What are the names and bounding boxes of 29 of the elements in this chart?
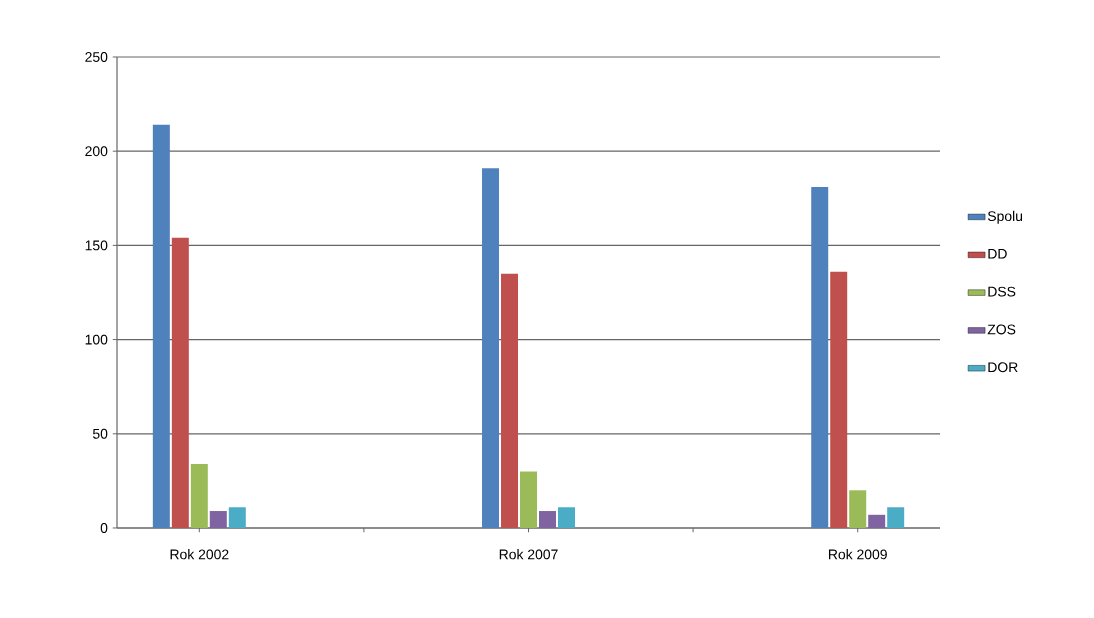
legend-label: ZOS xyxy=(987,324,1016,335)
bar xyxy=(501,273,519,528)
bar xyxy=(171,237,189,528)
bar xyxy=(868,514,886,528)
y-tick-label: 50 xyxy=(92,428,108,439)
y-tick-label: 150 xyxy=(85,240,108,251)
y-tick-label: 250 xyxy=(85,52,108,62)
bar xyxy=(228,507,246,528)
x-tick-label: Rok 2002 xyxy=(170,549,229,560)
legend-label: DSS xyxy=(988,286,1016,297)
bar xyxy=(887,507,905,528)
x-tick-label: Rok 2007 xyxy=(499,549,558,560)
y-tick-label: 200 xyxy=(85,146,108,157)
bar xyxy=(482,168,500,528)
legend-label: DOR xyxy=(988,362,1018,373)
bar xyxy=(539,511,556,528)
bar xyxy=(557,507,575,528)
legend-label: Spolu xyxy=(987,210,1023,224)
y-tick-label: 0 xyxy=(100,523,108,533)
bar xyxy=(830,271,848,528)
bar xyxy=(520,471,538,528)
legend-label: DD xyxy=(988,249,1007,259)
bar xyxy=(849,490,867,528)
bar xyxy=(811,186,829,528)
y-tick-label: 100 xyxy=(85,334,108,345)
bar xyxy=(190,463,208,528)
bar xyxy=(152,124,170,528)
x-tick-label: Rok 2009 xyxy=(828,549,887,560)
bar xyxy=(209,511,227,528)
